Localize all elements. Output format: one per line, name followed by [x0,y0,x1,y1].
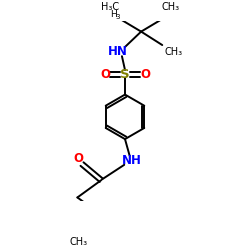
Text: H: H [110,10,117,19]
Text: O: O [100,68,110,81]
Text: H₃C: H₃C [100,2,119,12]
Text: O: O [140,68,150,81]
Text: S: S [120,68,130,81]
Text: CH₃: CH₃ [165,47,183,57]
Text: O: O [73,152,83,165]
Text: HN: HN [108,45,128,58]
Text: CH₃: CH₃ [69,236,87,246]
Text: CH₃: CH₃ [162,2,180,12]
Text: NH: NH [122,154,142,167]
Text: 3: 3 [116,14,120,20]
